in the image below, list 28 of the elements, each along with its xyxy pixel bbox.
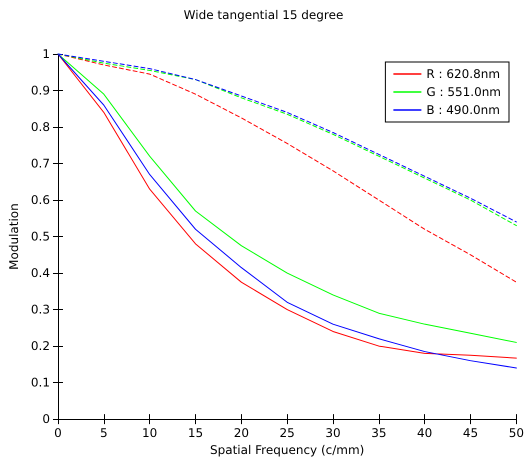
x-tick-label: 25 — [280, 426, 295, 440]
x-axis-title: Spatial Frequency (c/mm) — [210, 443, 364, 457]
x-tick-label: 45 — [462, 426, 478, 440]
x-tick-label: 10 — [142, 426, 158, 440]
y-axis-title: Modulation — [7, 203, 21, 270]
y-tick-label: 0.9 — [30, 84, 50, 98]
x-tick-label: 40 — [417, 426, 432, 440]
x-tick-label: 50 — [508, 426, 524, 440]
y-tick-label: 0.8 — [30, 120, 50, 134]
x-tick-label: 15 — [188, 426, 204, 440]
x-tick-label: 0 — [54, 426, 62, 440]
y-tick-label: 0.1 — [30, 376, 50, 390]
y-tick-label: 0.2 — [30, 339, 50, 354]
x-tick-label: 5 — [100, 426, 108, 440]
y-tick-label: 0 — [42, 412, 50, 426]
x-tick-label: 35 — [371, 426, 386, 440]
y-tick-label: 0.3 — [30, 302, 50, 317]
legend-label: B : 490.0nm — [426, 103, 500, 117]
y-tick-label: 0.7 — [30, 156, 50, 171]
legend-label: G : 551.0nm — [426, 85, 502, 99]
x-tick-label: 20 — [234, 426, 249, 440]
chart-title: Wide tangential 15 degree — [184, 8, 344, 22]
y-tick-label: 1 — [42, 47, 50, 61]
x-tick-label: 30 — [325, 426, 341, 440]
y-tick-label: 0.6 — [30, 193, 50, 208]
y-tick-label: 0.4 — [30, 266, 50, 280]
y-tick-label: 0.5 — [30, 230, 50, 244]
legend-label: R : 620.8nm — [426, 67, 500, 81]
